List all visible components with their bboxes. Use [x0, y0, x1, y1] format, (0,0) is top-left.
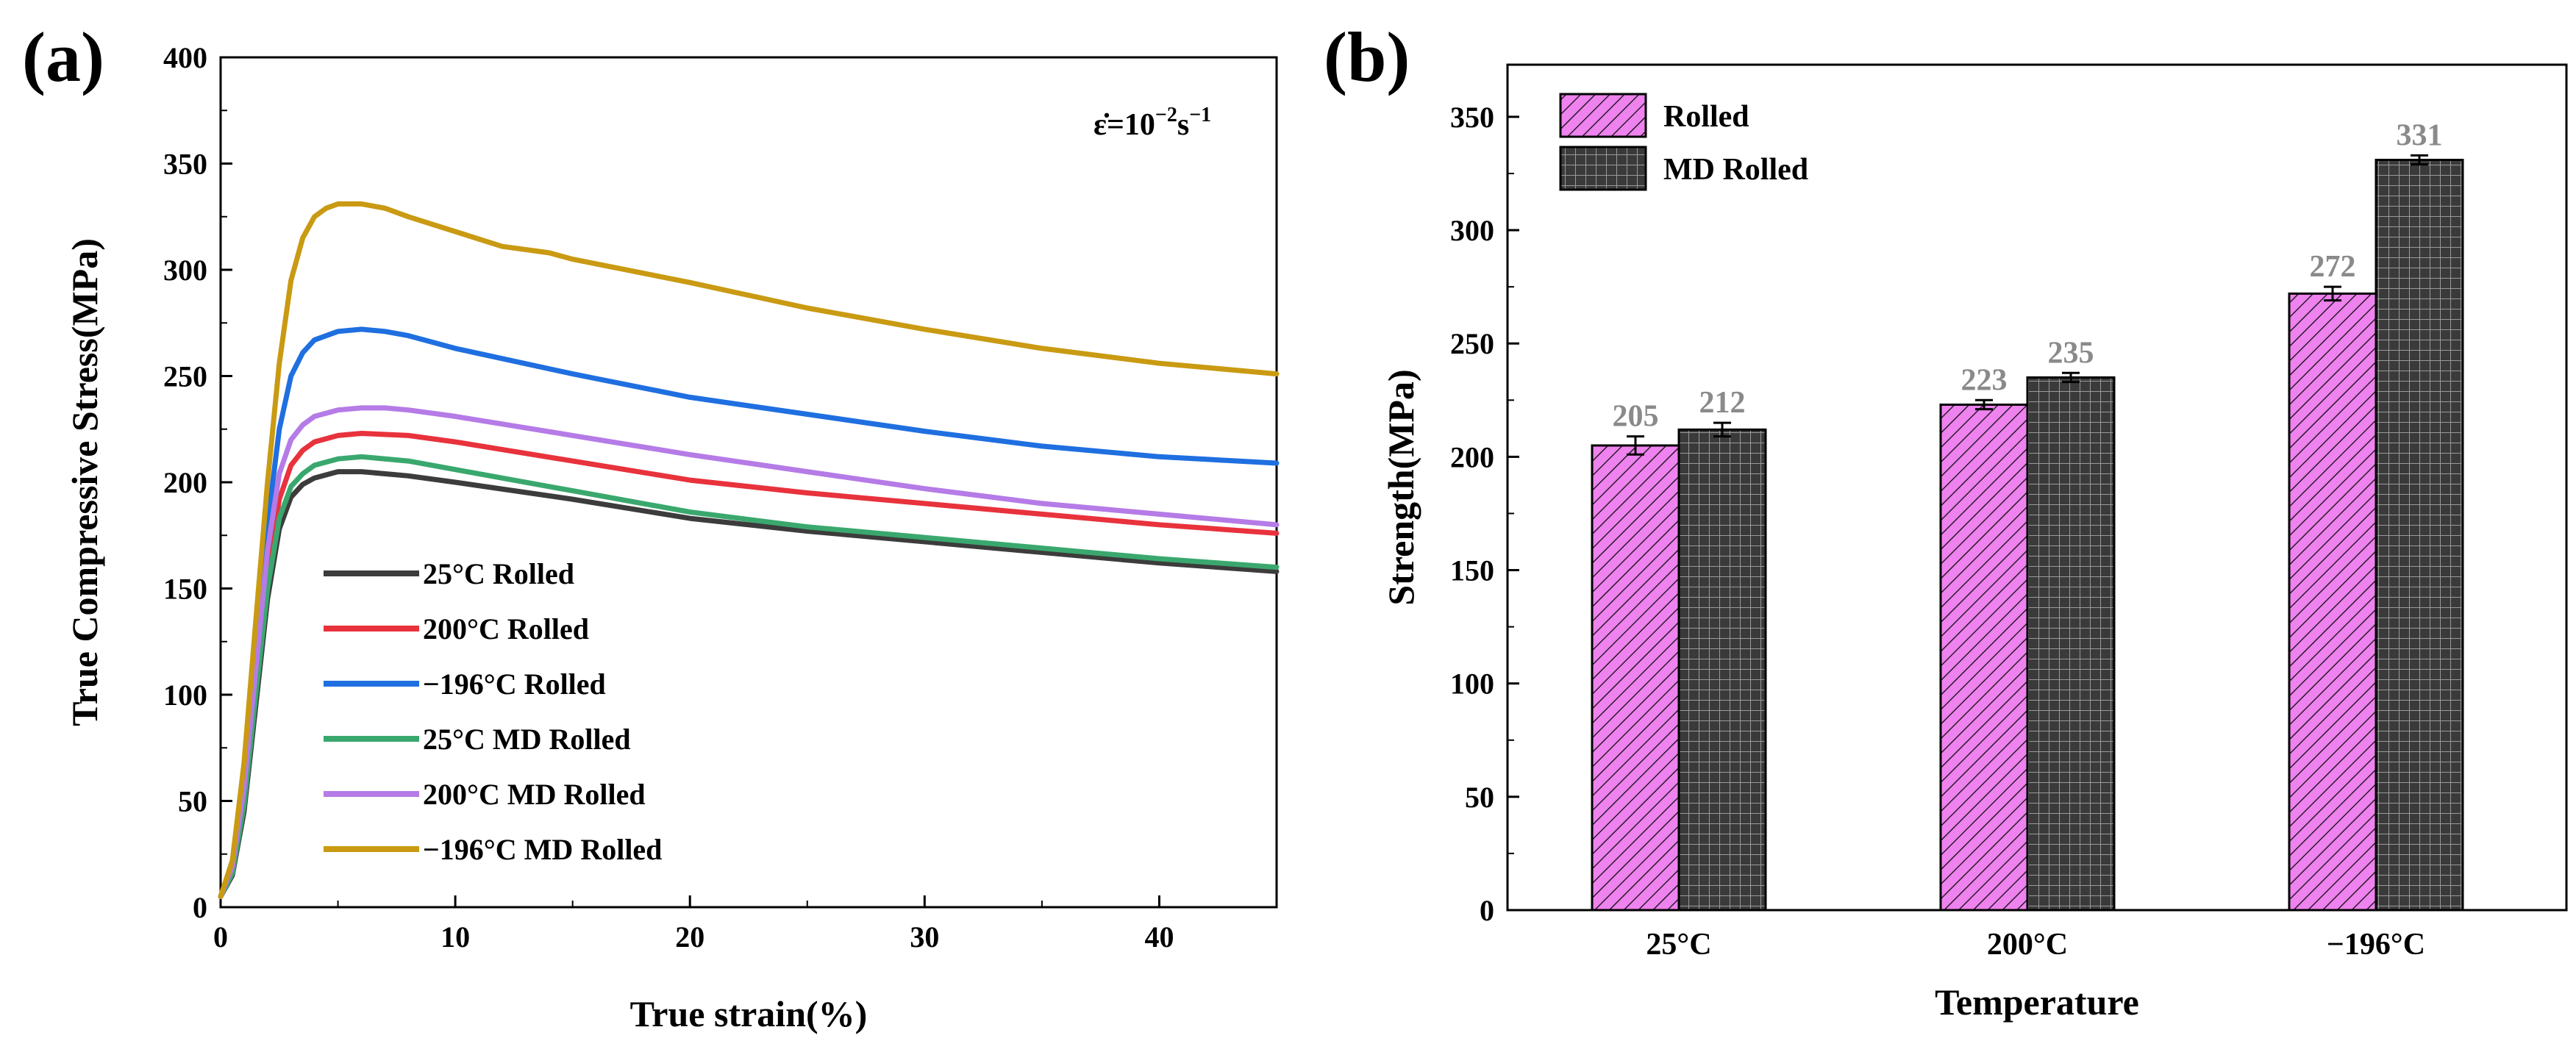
panel-a-x-axis-title: True strain(%): [630, 993, 868, 1034]
bar-value-label: 212: [1699, 386, 1746, 420]
panel-a-x-tick-label: 30: [910, 920, 939, 953]
bar-value-label: 272: [2310, 250, 2356, 284]
panel-a-y-tick-label: 0: [193, 891, 207, 924]
legend-label-3: −196°C Rolled: [423, 668, 606, 701]
bar-value-label: 205: [1613, 400, 1659, 434]
panel-b-y-tick-label: 300: [1450, 214, 1494, 247]
panel-b-x-axis-title: Temperature: [1935, 981, 2139, 1023]
panel-a-y-tick-label: 250: [163, 360, 207, 393]
panel-a-x-tick-label: 20: [675, 920, 704, 953]
panel-a-y-tick-label: 150: [163, 573, 207, 606]
panel-b-y-tick-label: 150: [1450, 554, 1494, 587]
panel-a-legend: 25°C Rolled 200°C Rolled −196°C Rolled 25°C…: [324, 557, 662, 866]
strain-rate-annotation: ε̇=10−2s−1: [1093, 104, 1211, 142]
series-line-4: [218, 454, 1280, 899]
series-line-2: [218, 431, 1280, 899]
panel-a-y-axis-title: True Compressive Stress(MPa): [64, 238, 105, 726]
bar-value-label: 235: [2048, 336, 2094, 370]
series-line-5: [218, 405, 1280, 899]
bar-md-rolled: [1677, 428, 1767, 912]
legend-swatch-rolled: [1559, 93, 1647, 138]
panel-a-plot-frame: [219, 56, 1278, 909]
legend-label-4: 25°C MD Rolled: [423, 723, 631, 756]
panel-b-bar-chart: (b) 0 50 100 150 200 250 300 350 25°C 200°C −196°C…: [1324, 18, 2568, 1023]
panel-a-y-tick-label: 200: [163, 466, 207, 499]
panel-b-category-label: 25°C: [1646, 928, 1711, 962]
bar-rolled: [1939, 403, 2029, 912]
legend-label-1: 25°C Rolled: [423, 557, 574, 590]
bar-value-label: 223: [1961, 363, 2008, 397]
legend-swatch-md-rolled: [1559, 146, 1647, 191]
bar-rolled: [1591, 444, 1680, 912]
panel-a-line-chart: (a) 0 50 100 150 200 250 300 350 400 0 10 20 30 40 ε̇…: [22, 18, 1280, 1034]
panel-a-x-tick-label: 10: [440, 920, 470, 953]
panel-a-x-tick-label: 40: [1144, 920, 1174, 953]
panel-a-series-lines: [218, 201, 1280, 899]
panel-b-axes: 0 50 100 150 200 250 300 350 25°C 200°C −196°C: [1450, 101, 2425, 962]
legend-label-rolled: Rolled: [1663, 100, 1749, 134]
panel-a-y-tick-label: 400: [163, 41, 207, 74]
panel-a-y-tick-label: 50: [178, 785, 207, 818]
panel-a-label: (a): [22, 18, 104, 96]
panel-b-y-tick-label: 0: [1480, 894, 1494, 927]
bar-md-rolled: [2026, 376, 2116, 912]
bar-rolled: [2288, 292, 2377, 912]
panel-a-y-tick-label: 350: [163, 148, 207, 181]
panel-b-category-label: 200°C: [1987, 928, 2068, 962]
legend-label-2: 200°C Rolled: [423, 612, 589, 645]
panel-b-y-tick-label: 350: [1450, 101, 1494, 134]
panel-b-y-tick-label: 200: [1450, 440, 1494, 473]
panel-a-y-tick-label: 300: [163, 254, 207, 287]
panel-b-bars: 205 212 223 235 272 331: [1591, 118, 2464, 912]
panel-b-y-tick-label: 100: [1450, 668, 1494, 701]
panel-b-y-axis-title: Strength(MPa): [1380, 369, 1421, 605]
panel-b-category-label: −196°C: [2327, 928, 2425, 962]
panel-a-axes: 0 50 100 150 200 250 300 350 400 0 10 20 30 40: [163, 41, 1174, 953]
panel-b-legend: Rolled MD Rolled: [1559, 93, 1808, 191]
panel-a-x-tick-label: 0: [213, 920, 228, 953]
panel-b-y-tick-label: 250: [1450, 327, 1494, 360]
legend-label-6: −196°C MD Rolled: [423, 833, 662, 866]
series-line-6: [218, 201, 1280, 899]
bar-md-rolled: [2375, 158, 2464, 912]
panel-b-y-tick-label: 50: [1465, 781, 1494, 814]
series-line-3: [218, 326, 1280, 899]
legend-label-5: 200°C MD Rolled: [423, 778, 646, 811]
bar-value-label: 331: [2397, 118, 2443, 152]
panel-a-y-tick-label: 100: [163, 679, 207, 712]
legend-label-md-rolled: MD Rolled: [1663, 153, 1808, 187]
panel-b-label: (b): [1324, 18, 1410, 96]
